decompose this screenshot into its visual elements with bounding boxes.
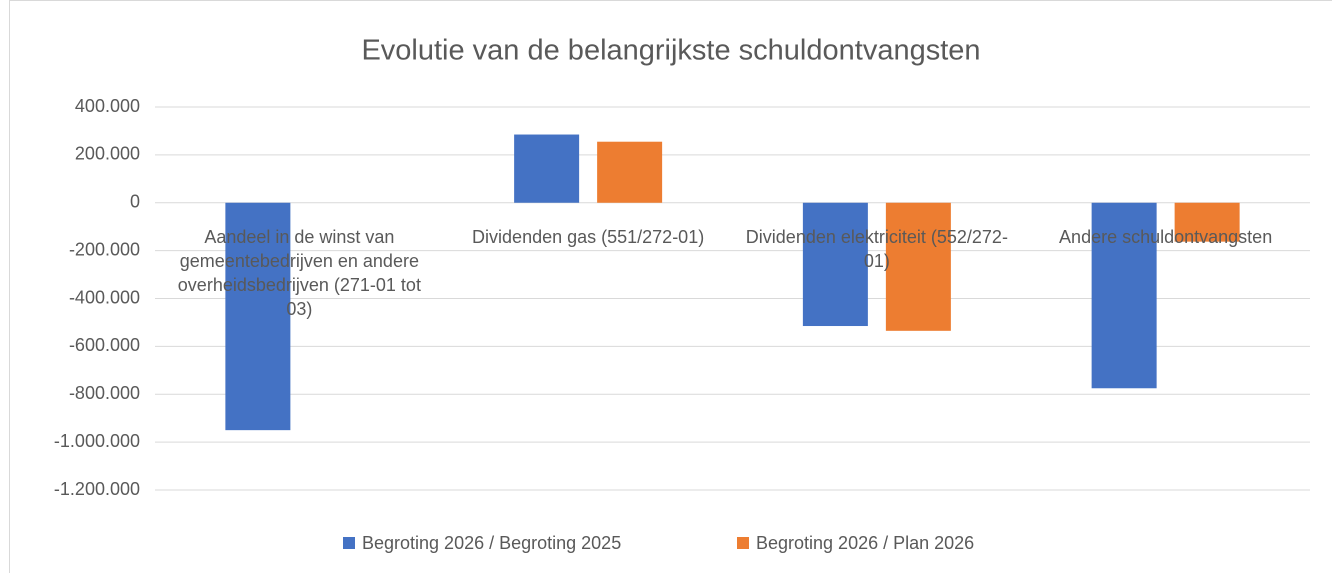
bar <box>885 202 951 331</box>
x-tick-label-box: Andere schuldontvangsten <box>1059 226 1273 247</box>
bar <box>802 202 868 327</box>
legend-label: Begroting 2026 / Plan 2026 <box>756 533 974 553</box>
y-tick-label: -600.000 <box>69 335 140 355</box>
x-tick-label: Dividenden elektriciteit (552/272-01) <box>745 226 1008 271</box>
y-tick-label: -800.000 <box>69 383 140 403</box>
bar <box>1091 202 1157 389</box>
y-tick-label: 400.000 <box>75 96 140 116</box>
legend-swatch <box>343 537 355 549</box>
bar <box>597 141 663 203</box>
chart-title: Evolutie van de belangrijkste schuldontv… <box>361 35 980 67</box>
bar <box>514 134 580 203</box>
y-tick-label: -200.000 <box>69 239 140 259</box>
x-tick-label-box: Dividenden gas (551/272-01) <box>472 226 705 247</box>
y-tick-label: -1.000.000 <box>54 431 140 451</box>
bar <box>1174 202 1240 242</box>
legend-label: Begroting 2026 / Begroting 2025 <box>362 533 621 553</box>
x-tick-label-box: Aandeel in de winst van gemeentebedrijve… <box>177 226 421 319</box>
y-tick-label: -1.200.000 <box>54 479 140 499</box>
y-tick-label: -400.000 <box>69 287 140 307</box>
bar <box>225 202 291 431</box>
legend-swatch <box>737 537 749 549</box>
x-tick-label: Dividenden gas (551/272-01) <box>472 226 705 247</box>
x-tick-label: Aandeel in de winst van gemeentebedrijve… <box>177 226 421 319</box>
y-tick-label: 200.000 <box>75 144 140 164</box>
y-tick-label: 0 <box>130 192 140 212</box>
x-tick-label: Andere schuldontvangsten <box>1059 226 1273 247</box>
x-tick-label-box: Dividenden elektriciteit (552/272-01) <box>745 226 1008 271</box>
